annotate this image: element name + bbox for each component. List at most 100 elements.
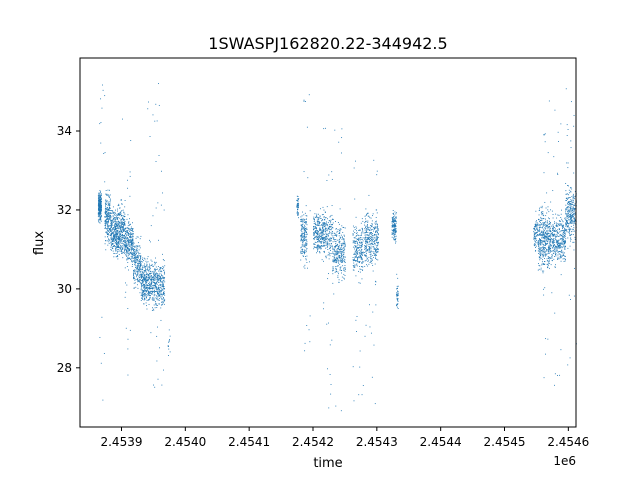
data-point <box>139 265 141 267</box>
data-point <box>553 258 555 260</box>
data-point <box>360 251 362 253</box>
data-point <box>313 243 315 245</box>
data-point <box>335 235 337 236</box>
data-point <box>542 253 544 255</box>
data-point <box>124 237 126 239</box>
data-point <box>131 239 133 241</box>
data-point <box>342 226 344 228</box>
data-point <box>569 187 571 189</box>
data-point <box>123 247 125 249</box>
data-point <box>364 234 366 236</box>
data-point <box>539 233 540 235</box>
data-point <box>141 297 142 299</box>
data-point <box>135 274 137 275</box>
data-point <box>361 266 362 267</box>
data-point <box>110 239 112 241</box>
data-point <box>334 254 336 256</box>
data-point <box>156 275 158 277</box>
data-point <box>549 239 551 241</box>
data-point <box>544 228 546 230</box>
data-point <box>573 204 575 206</box>
data-point <box>534 240 536 242</box>
data-point <box>106 222 108 224</box>
data-point <box>534 241 536 242</box>
data-point <box>362 252 364 254</box>
data-point <box>126 254 128 256</box>
data-point <box>115 234 117 236</box>
data-point <box>548 253 550 254</box>
data-point <box>140 271 142 273</box>
data-point <box>144 297 146 299</box>
data-point <box>124 213 126 215</box>
data-point <box>322 241 324 243</box>
data-point <box>355 241 357 242</box>
data-point <box>131 240 133 242</box>
data-point <box>304 267 306 269</box>
data-point <box>539 259 541 261</box>
data-point <box>568 192 570 194</box>
data-point <box>129 236 131 237</box>
data-point <box>302 220 304 222</box>
data-point <box>107 211 109 213</box>
data-point <box>393 225 395 227</box>
data-point <box>550 244 552 246</box>
data-point <box>107 233 108 235</box>
data-point <box>304 253 305 255</box>
data-point <box>354 266 356 268</box>
data-point <box>156 291 158 293</box>
data-point <box>557 243 559 244</box>
data-point <box>130 247 132 249</box>
data-point <box>567 206 569 208</box>
data-point <box>123 218 124 220</box>
data-point <box>301 224 303 226</box>
data-point <box>333 237 335 239</box>
data-point <box>536 227 538 229</box>
data-point <box>558 253 560 255</box>
data-point <box>573 227 575 229</box>
data-point <box>157 280 159 282</box>
data-point <box>369 229 371 231</box>
data-point <box>543 231 545 233</box>
data-point <box>137 278 139 280</box>
data-point <box>367 226 368 228</box>
data-point <box>306 262 308 263</box>
data-point <box>117 250 119 252</box>
data-point <box>154 268 156 270</box>
data-point <box>99 203 101 205</box>
data-point <box>98 194 100 196</box>
data-point <box>396 299 398 301</box>
data-point <box>397 285 399 287</box>
data-point <box>356 235 358 236</box>
data-point <box>336 265 338 267</box>
data-point <box>332 251 334 253</box>
data-point <box>154 275 155 277</box>
data-point <box>151 279 153 281</box>
data-point <box>168 355 169 356</box>
data-point <box>323 237 325 239</box>
data-point <box>117 213 119 215</box>
data-point <box>131 248 133 250</box>
data-point <box>142 280 144 282</box>
data-point <box>141 285 143 287</box>
data-point <box>138 276 140 278</box>
data-point <box>539 228 541 230</box>
data-point <box>561 240 563 242</box>
data-point <box>334 247 336 249</box>
data-point <box>541 207 543 209</box>
data-point <box>119 214 121 216</box>
data-point <box>549 222 551 224</box>
data-point <box>119 207 121 209</box>
data-point <box>324 223 326 225</box>
data-point <box>101 204 102 206</box>
data-point <box>107 227 109 229</box>
data-point <box>118 248 120 250</box>
data-point <box>328 227 330 229</box>
data-point <box>152 288 154 289</box>
data-point <box>377 238 378 240</box>
data-point <box>536 232 538 233</box>
data-point <box>558 220 560 222</box>
data-point <box>566 197 568 199</box>
data-point <box>112 234 114 236</box>
data-point <box>364 247 366 249</box>
data-point <box>123 241 125 243</box>
